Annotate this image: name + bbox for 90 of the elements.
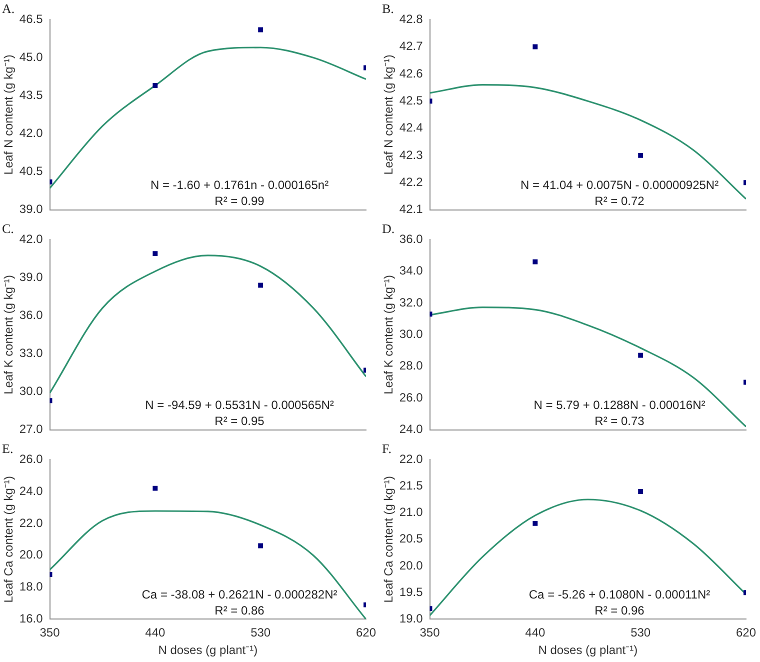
y-axis-title: Leaf Ca content (g kg⁻¹) [2, 476, 16, 603]
point [638, 352, 644, 358]
chart-title: F. [382, 441, 392, 456]
point [258, 282, 264, 288]
chart-title: C. [2, 221, 14, 236]
y-tick-label: 42.7 [399, 39, 424, 54]
y-tick-label: 45.0 [19, 50, 44, 64]
y-tick-label: 42.8 [399, 12, 424, 26]
y-tick-label: 42.5 [399, 93, 424, 108]
y-tick-label: 30.0 [19, 384, 44, 398]
annotation: Ca = -38.08 + 0.2621N - 0.000282N² [142, 588, 338, 602]
y-tick-label: 43.5 [19, 88, 44, 102]
annotation: R² = 0.72 [594, 194, 645, 208]
y-tick-label: 19.0 [399, 612, 424, 626]
y-axis-title: Leaf N content (g kg⁻¹) [2, 54, 16, 175]
y-tick-label: 21.0 [399, 505, 424, 520]
y-tick-label: 42.0 [19, 126, 44, 140]
y-tick-label: 42.6 [399, 66, 424, 80]
annotation: Ca = -5.26 + 0.1080N - 0.00011N² [528, 588, 710, 602]
y-tick-label: 36.0 [399, 232, 424, 246]
annotation: R² = 0.86 [214, 604, 265, 618]
y-tick-label: 42.4 [399, 120, 424, 135]
x-tick-label: 440 [145, 626, 166, 640]
annotation: R² = 0.95 [214, 414, 265, 428]
line-series [430, 306, 746, 428]
y-tick-label: 30.0 [399, 327, 424, 342]
y-tick-label: 22.0 [399, 452, 424, 466]
y-tick-label: 16.0 [19, 612, 44, 626]
annotation: N = -1.60 + 0.1761n - 0.000165n² [150, 178, 329, 192]
y-tick-label: 24.0 [19, 484, 44, 498]
y-tick-label: 20.0 [19, 548, 44, 562]
x-tick-label: 350 [40, 626, 60, 640]
y-tick-label: 27.0 [19, 422, 44, 436]
point [532, 44, 538, 50]
line-series [430, 498, 746, 616]
y-axis-title: Leaf K content (g kg⁻¹) [382, 274, 396, 394]
chart-title: D. [382, 221, 395, 236]
x-tick-label: 620 [736, 626, 756, 640]
point [532, 259, 538, 264]
y-axis-title: Leaf Ca content (g kg⁻¹) [382, 476, 396, 603]
y-tick-label: 42.3 [399, 148, 424, 162]
x-tick-label: 530 [630, 626, 651, 640]
y-tick-label: 33.0 [19, 346, 44, 360]
x-tick-label: 440 [525, 626, 546, 640]
y-axis-title: Leaf K content (g kg⁻¹) [2, 274, 16, 394]
y-tick-label: 22.0 [19, 516, 44, 530]
y-tick-label: 28.0 [399, 358, 424, 373]
y-tick-label: 26.0 [19, 452, 44, 466]
point [152, 83, 158, 88]
y-tick-label: 42.1 [399, 202, 424, 216]
y-tick-label: 32.0 [399, 295, 424, 310]
y-tick-label: 20.0 [399, 558, 424, 572]
annotation: R² = 0.99 [214, 194, 265, 208]
y-tick-label: 46.5 [19, 12, 44, 26]
annotation: N = -94.59 + 0.5531N - 0.000565N² [145, 398, 334, 412]
line-series [50, 46, 366, 190]
y-tick-label: 34.0 [399, 264, 424, 278]
point [638, 489, 644, 494]
x-axis-title: N doses (g plant⁻¹) [538, 643, 638, 658]
chart-title: A. [2, 1, 15, 16]
point [532, 520, 538, 526]
y-tick-label: 21.5 [399, 478, 424, 493]
y-tick-label: 36.0 [19, 308, 44, 322]
annotation: R² = 0.73 [594, 414, 645, 428]
point [152, 251, 158, 256]
y-tick-label: 18.0 [19, 580, 44, 594]
x-tick-label: 350 [420, 626, 440, 640]
point [152, 486, 158, 491]
annotation: N = 41.04 + 0.0075N - 0.00000925N² [520, 178, 719, 192]
y-tick-label: 39.0 [19, 202, 44, 216]
y-tick-label: 26.0 [399, 390, 424, 404]
chart-title: E. [2, 441, 14, 456]
point [638, 152, 644, 158]
x-tick-label: 530 [250, 626, 271, 640]
x-axis-title: N doses (g plant⁻¹) [158, 643, 258, 658]
annotation: N = 5.79 + 0.1288N - 0.00016N² [534, 398, 706, 412]
point [258, 27, 264, 32]
y-axis-title: Leaf N content (g kg⁻¹) [382, 54, 396, 175]
y-tick-label: 39.0 [19, 270, 44, 284]
annotation: R² = 0.96 [594, 604, 645, 618]
point [258, 543, 264, 548]
y-tick-label: 19.5 [399, 584, 424, 599]
y-tick-label: 40.5 [19, 164, 44, 178]
line-series [50, 254, 366, 394]
y-tick-label: 20.5 [399, 532, 424, 546]
chart-title: B. [382, 1, 394, 16]
y-tick-label: 24.0 [399, 422, 424, 436]
y-tick-label: 42.2 [399, 174, 424, 189]
y-tick-label: 42.0 [19, 232, 44, 246]
x-tick-label: 620 [356, 626, 376, 640]
